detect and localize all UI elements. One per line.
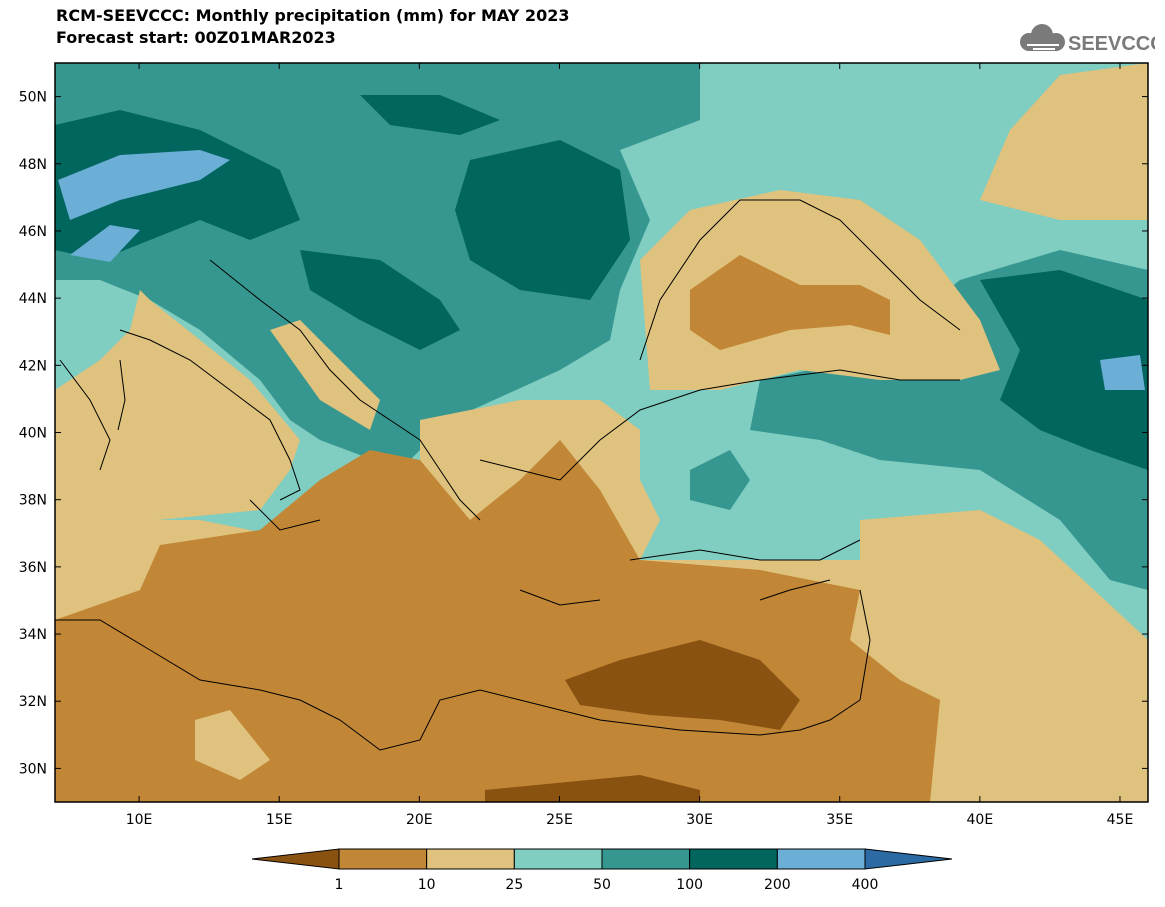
lon-tick-label: 25E <box>546 812 573 828</box>
precip-zone-200-400-alps-1 <box>58 150 230 220</box>
precip-zone-10-25-italy <box>55 290 300 530</box>
colorbar-label: 25 <box>505 877 523 893</box>
lat-tick-label: 30N <box>19 761 47 777</box>
colorbar: 1 10 25 50 100 200 400 <box>251 848 953 893</box>
colorbar-segment <box>513 848 603 870</box>
precip-zone-100-200-carpathians <box>455 140 630 300</box>
colorbar-segment-below-min <box>251 848 340 870</box>
lon-tick-label: 30E <box>686 812 713 828</box>
seevccc-logo: SEEVCCC <box>1020 24 1155 55</box>
lat-tick-label: 36N <box>19 560 47 576</box>
precip-zone-below-1-egypt <box>565 640 800 730</box>
precip-zone-100-200-caucasus <box>980 270 1148 470</box>
precip-zone-below-1-south <box>485 775 700 802</box>
precip-zone-100-200-north <box>360 95 500 135</box>
lat-tick-label: 42N <box>19 358 47 374</box>
precipitation-field <box>55 63 1148 802</box>
colorbar-segment <box>426 848 515 870</box>
colorbar-label: 200 <box>764 877 791 893</box>
colorbar-label: 100 <box>676 877 703 893</box>
coastlines <box>55 199 961 751</box>
lat-tick-label: 40N <box>19 426 47 442</box>
lon-tick-label: 45E <box>1107 812 1134 828</box>
lat-tick-label: 32N <box>19 694 47 710</box>
precip-zone-1-10-libya-pocket <box>195 710 270 780</box>
colorbar-segment <box>338 848 428 870</box>
lat-tick-label: 46N <box>19 224 47 240</box>
lon-tick-label: 35E <box>826 812 853 828</box>
map-title: RCM-SEEVCCC: Monthly precipitation (mm) … <box>56 6 570 25</box>
precip-zone-200-400-caucasus <box>1100 355 1145 390</box>
lat-tick-label: 50N <box>19 90 47 106</box>
precip-zone-200-400-alps-2 <box>70 225 140 262</box>
forecast-start-label: Forecast start: 00Z01MAR2023 <box>56 28 336 47</box>
lat-tick-label: 44N <box>19 291 47 307</box>
colorbar-segment-above-max <box>864 848 953 870</box>
colorbar-label: 10 <box>418 877 436 893</box>
logo-text: SEEVCCC <box>1068 33 1155 55</box>
lat-tick-label: 34N <box>19 627 47 643</box>
lat-tick-label: 48N <box>19 157 47 173</box>
colorbar-label: 50 <box>593 877 611 893</box>
lon-tick-label: 20E <box>406 812 433 828</box>
precip-zone-50-100-anatolia <box>690 450 750 510</box>
colorbar-label: 1 <box>335 877 344 893</box>
precip-zone-10-25-apennines <box>270 320 380 430</box>
lon-tick-label: 40E <box>967 812 994 828</box>
colorbar-segment <box>601 848 691 870</box>
precip-zone-1-10-blacksea <box>690 255 890 350</box>
lon-tick-label: 10E <box>126 812 153 828</box>
axis-ticks: 10E 15E 20E 25E 30E 35E 40E 45E 30N 32N 34N 36N 38N 4… <box>19 63 1148 828</box>
lon-tick-label: 15E <box>266 812 293 828</box>
precip-zone-100-200-balkans <box>300 250 460 350</box>
colorbar-segment <box>776 848 866 870</box>
colorbar-segment <box>689 848 778 870</box>
colorbar-label: 400 <box>852 877 879 893</box>
precip-zone-10-25-east-desert <box>980 63 1148 220</box>
lat-tick-label: 38N <box>19 493 47 509</box>
